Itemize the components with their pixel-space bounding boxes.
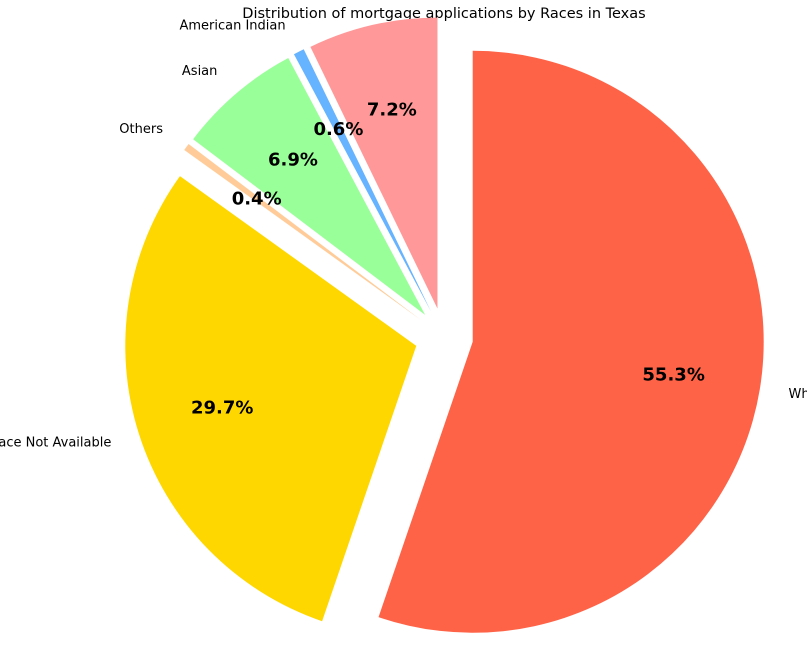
category-label-african-american: African American bbox=[254, 0, 365, 4]
category-label-white: White bbox=[788, 387, 807, 402]
pie-slice-african-american bbox=[310, 17, 438, 309]
category-label-race-not-available: Race Not Available bbox=[0, 436, 111, 451]
pct-label-white: 55.3% bbox=[642, 365, 704, 386]
pie-slice-asian bbox=[193, 58, 426, 315]
category-label-others: Others bbox=[119, 122, 163, 137]
category-label-american-indian: American Indian bbox=[179, 18, 285, 33]
pie-slice-race-not-available bbox=[125, 176, 417, 622]
chart-title: Distribution of mortgage applications by… bbox=[242, 6, 646, 22]
pct-label-asian: 6.9% bbox=[268, 149, 318, 170]
category-label-asian: Asian bbox=[182, 64, 217, 79]
pie-slice-others bbox=[184, 144, 421, 320]
pct-label-american-indian: 0.6% bbox=[313, 119, 363, 140]
pct-label-others: 0.4% bbox=[232, 188, 282, 209]
pct-label-african-american: 7.2% bbox=[367, 100, 417, 121]
category-labels: African American American Indian Asian Othe… bbox=[0, 0, 807, 451]
pie-slice-white bbox=[378, 50, 764, 633]
percent-labels: 7.2%0.6% 6.9% 0.4% 29.7% 55.3% bbox=[191, 100, 705, 419]
pct-label-race-not-available: 29.7% bbox=[191, 397, 253, 418]
pie-slice-american-indian bbox=[293, 49, 431, 312]
pie-slices bbox=[125, 17, 764, 633]
